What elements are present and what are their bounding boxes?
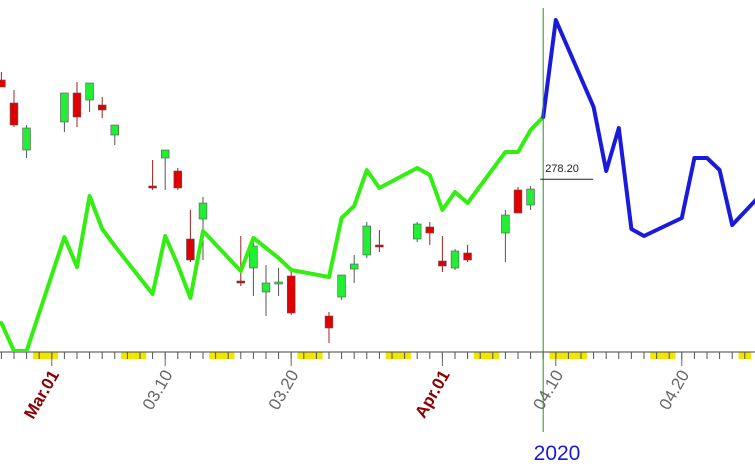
- candle-body: [173, 170, 182, 189]
- candle-body: [501, 214, 510, 234]
- candle-body: [274, 281, 283, 285]
- year-label: 2020: [534, 442, 581, 465]
- candle-body: [412, 223, 422, 240]
- candle-body: [261, 282, 271, 293]
- candle-body: [286, 275, 296, 314]
- candle-body: [337, 274, 346, 298]
- candle-body: [324, 315, 334, 329]
- candle-body: [526, 188, 535, 206]
- candle-body: [425, 226, 434, 234]
- candle-body: [110, 124, 119, 136]
- candle-body: [249, 245, 258, 269]
- candle-body: [362, 225, 371, 256]
- candle-body: [22, 127, 31, 151]
- candle-body: [198, 202, 208, 220]
- candle-body: [72, 92, 82, 118]
- candle-body: [60, 92, 69, 123]
- candle-body: [513, 189, 523, 214]
- candle-body: [438, 260, 447, 267]
- candle-body: [9, 102, 19, 126]
- candle-body: [349, 263, 359, 270]
- line-series: [541, 18, 755, 238]
- candle-body: [236, 280, 245, 284]
- price-marker-label: 278.20: [545, 163, 579, 175]
- candle-body: [0, 79, 6, 88]
- line-series: [0, 115, 546, 352]
- candle-body: [97, 104, 107, 111]
- candle-body: [148, 185, 157, 189]
- candle-body: [85, 82, 94, 101]
- candle-body: [186, 238, 195, 261]
- candle-body: [375, 244, 384, 248]
- plot-area: [0, 18, 755, 352]
- candle-body: [160, 149, 170, 159]
- candle-body: [450, 250, 460, 269]
- candle-body: [463, 252, 472, 261]
